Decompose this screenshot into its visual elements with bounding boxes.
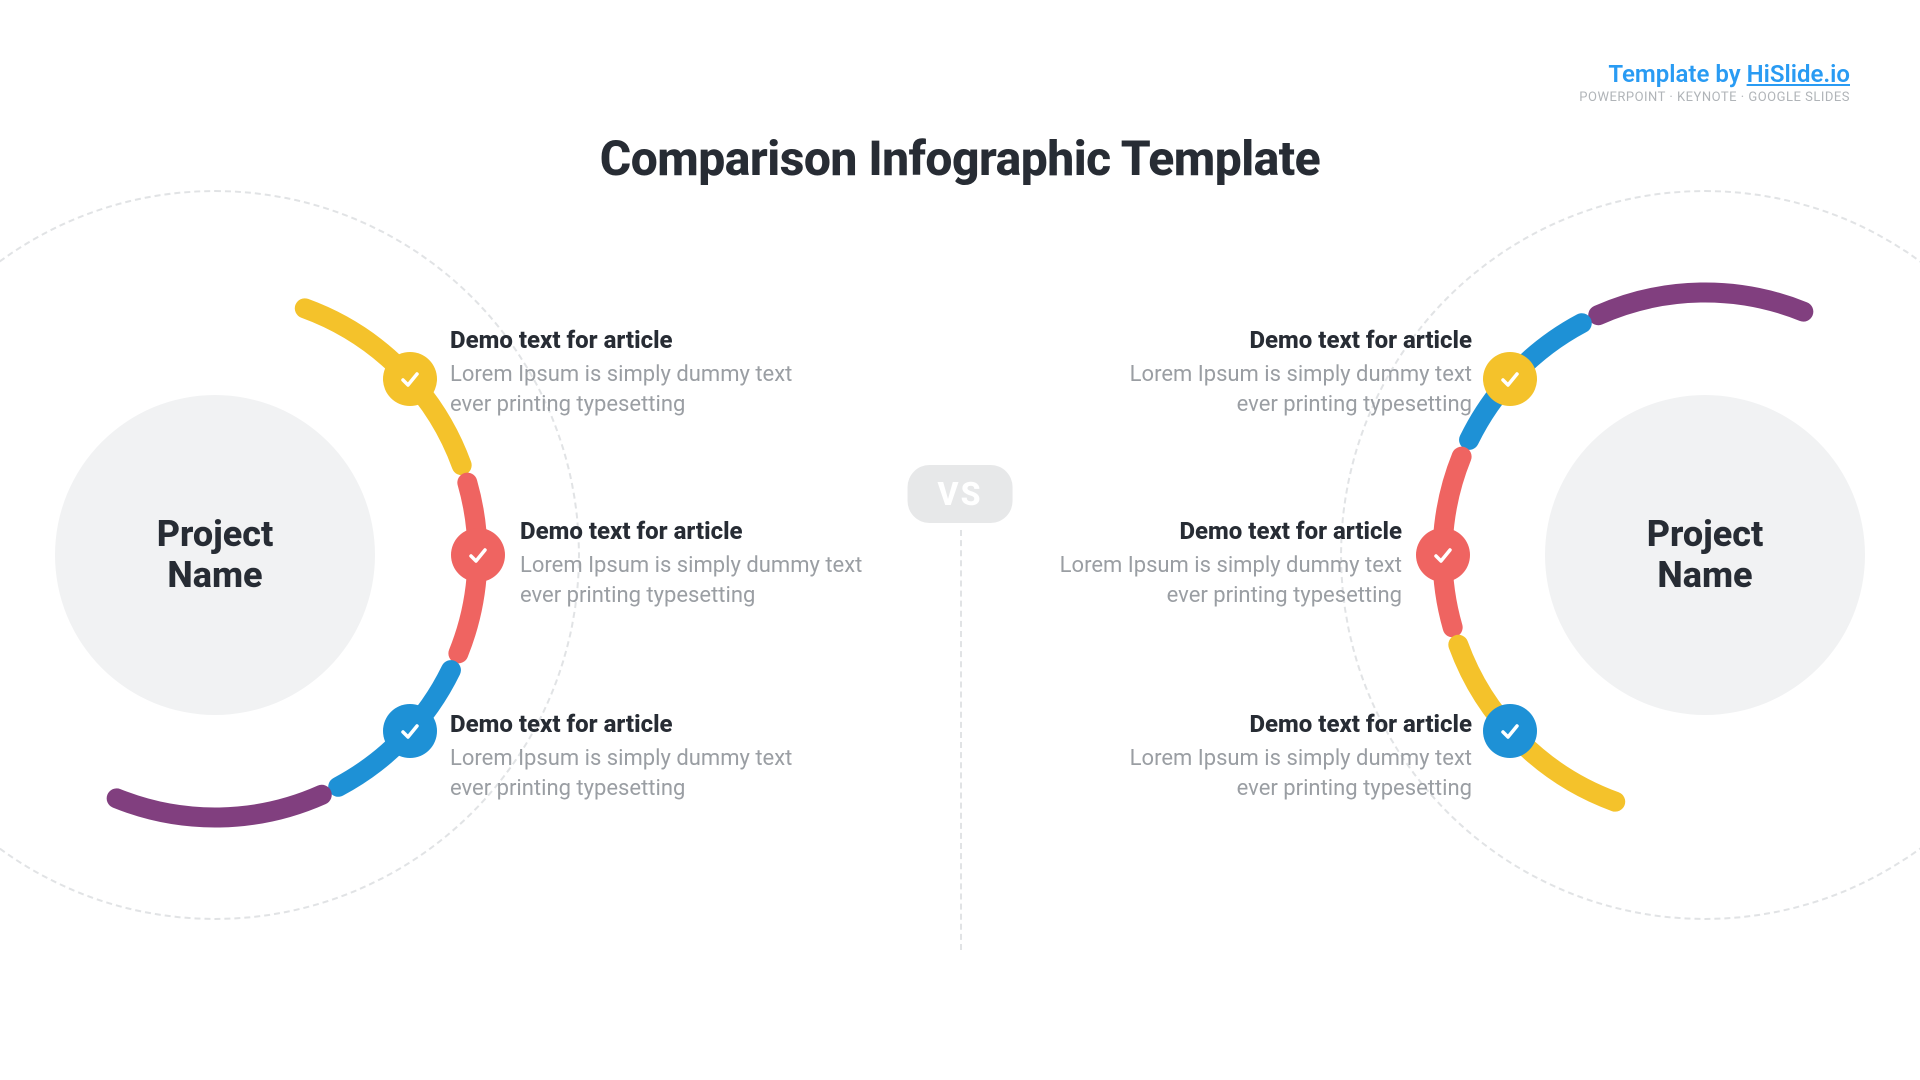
- attribution-subtitle: POWERPOINT · KEYNOTE · GOOGLE SLIDES: [1579, 90, 1850, 105]
- feature-item: Demo text for article Lorem Ipsum is simp…: [450, 710, 810, 803]
- center-divider: [960, 530, 962, 950]
- feature-title: Demo text for article: [1042, 517, 1402, 545]
- center-disc: ProjectName: [1545, 395, 1865, 715]
- slide-title: Comparison Infographic Template: [0, 130, 1920, 187]
- feature-item: Demo text for article Lorem Ipsum is simp…: [1112, 326, 1472, 419]
- feature-title: Demo text for article: [450, 326, 810, 354]
- feature-item: Demo text for article Lorem Ipsum is simp…: [450, 326, 810, 419]
- feature-body: Lorem Ipsum is simply dummy text ever pr…: [450, 744, 810, 803]
- check-icon: [451, 528, 505, 582]
- check-icon: [1483, 704, 1537, 758]
- feature-body: Lorem Ipsum is simply dummy text ever pr…: [1112, 360, 1472, 419]
- attribution-link[interactable]: HiSlide.io: [1747, 60, 1850, 88]
- attribution: Template by HiSlide.io POWERPOINT · KEYN…: [1579, 60, 1850, 105]
- center-disc: ProjectName: [55, 395, 375, 715]
- feature-body: Lorem Ipsum is simply dummy text ever pr…: [1042, 551, 1402, 610]
- slide-stage: Template by HiSlide.io POWERPOINT · KEYN…: [0, 0, 1920, 1080]
- feature-body: Lorem Ipsum is simply dummy text ever pr…: [450, 360, 810, 419]
- attribution-prefix: Template by: [1608, 60, 1746, 88]
- vs-badge: VS: [908, 465, 1013, 523]
- attribution-line: Template by HiSlide.io: [1579, 60, 1850, 88]
- feature-title: Demo text for article: [520, 517, 880, 545]
- feature-title: Demo text for article: [1112, 710, 1472, 738]
- feature-title: Demo text for article: [450, 710, 810, 738]
- center-label: ProjectName: [157, 514, 274, 597]
- feature-title: Demo text for article: [1112, 326, 1472, 354]
- feature-item: Demo text for article Lorem Ipsum is simp…: [1112, 710, 1472, 803]
- feature-item: Demo text for article Lorem Ipsum is simp…: [520, 517, 880, 610]
- feature-item: Demo text for article Lorem Ipsum is simp…: [1042, 517, 1402, 610]
- feature-body: Lorem Ipsum is simply dummy text ever pr…: [520, 551, 880, 610]
- check-icon: [1416, 528, 1470, 582]
- feature-body: Lorem Ipsum is simply dummy text ever pr…: [1112, 744, 1472, 803]
- center-label: ProjectName: [1647, 514, 1764, 597]
- check-icon: [383, 704, 437, 758]
- check-icon: [1483, 352, 1537, 406]
